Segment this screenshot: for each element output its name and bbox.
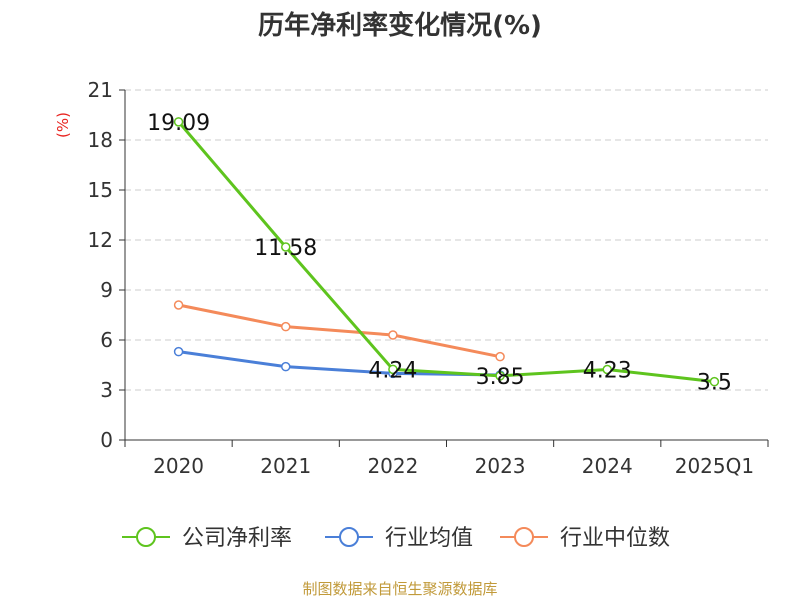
data-point <box>281 242 291 252</box>
y-tick-label: 12 <box>88 228 113 252</box>
data-point <box>388 330 398 340</box>
data-label: 3.85 <box>476 365 525 390</box>
x-tick-label: 2022 <box>367 454 418 478</box>
y-tick-label: 3 <box>100 378 113 402</box>
y-axis-ticks: 0 3 6 9 12 15 18 21 <box>88 78 125 452</box>
legend-marker <box>514 527 534 547</box>
x-tick-label: 2023 <box>475 454 526 478</box>
y-tick-label: 15 <box>88 178 113 202</box>
legend-label: 行业均值 <box>385 526 473 551</box>
series-line <box>177 120 715 384</box>
grid-lines <box>125 89 768 391</box>
data-point <box>709 376 720 387</box>
data-point <box>173 117 184 127</box>
x-tick-label: 2020 <box>153 454 204 478</box>
data-label: 4.24 <box>368 358 417 383</box>
x-axis-ticks: 2020 2021 2022 2023 2024 2025Q1 <box>124 440 769 478</box>
x-tick-label: 2024 <box>582 454 633 478</box>
y-tick-label: 0 <box>100 428 113 452</box>
data-point <box>388 364 398 375</box>
y-axis-unit: (%) <box>54 112 72 138</box>
data-point <box>173 346 184 357</box>
series-line <box>178 350 501 377</box>
legend-item[interactable]: 行业均值 <box>325 526 473 551</box>
legend-item[interactable]: 行业中位数 <box>500 526 670 551</box>
legend-marker <box>339 527 359 547</box>
y-tick-label: 9 <box>100 278 113 302</box>
source-note: 制图数据来自恒生聚源数据库 <box>302 580 497 598</box>
x-tick-label: 2025Q1 <box>675 454 754 478</box>
data-label: 3.5 <box>697 371 732 396</box>
data-point <box>602 364 612 375</box>
x-tick-label: 2021 <box>260 454 311 478</box>
legend[interactable]: 公司净利率 行业均值 行业中位数 <box>122 526 670 551</box>
data-point <box>173 300 184 310</box>
data-point <box>281 361 291 372</box>
data-labels: 19.09 11.58 4.24 3.85 4.23 3.5 <box>147 111 732 396</box>
y-tick-label: 6 <box>100 328 113 352</box>
legend-marker <box>136 527 156 547</box>
data-point <box>281 321 291 332</box>
data-point <box>495 371 505 381</box>
data-point <box>495 351 505 362</box>
chart-title: 历年净利率变化情况(%) <box>258 10 542 41</box>
y-tick-label: 21 <box>88 78 113 102</box>
legend-label: 行业中位数 <box>560 526 670 551</box>
y-tick-label: 18 <box>88 128 113 152</box>
axes <box>124 90 768 441</box>
data-label: 4.23 <box>583 359 632 384</box>
data-label: 11.58 <box>254 236 317 261</box>
data-label: 19.09 <box>147 111 210 136</box>
series-lines <box>173 117 720 387</box>
legend-label: 公司净利率 <box>182 526 292 551</box>
legend-item[interactable]: 公司净利率 <box>122 526 292 551</box>
series-line <box>178 303 501 359</box>
